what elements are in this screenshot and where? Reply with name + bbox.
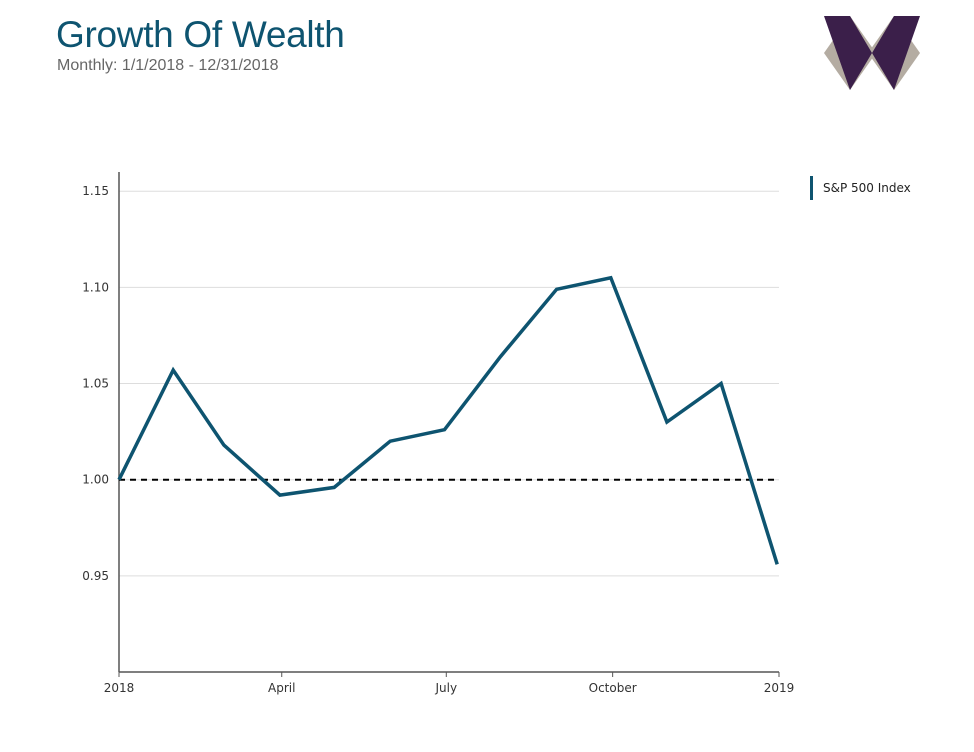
legend: S&P 500 Index bbox=[810, 176, 911, 200]
series-group bbox=[117, 275, 779, 565]
series-line-sp500 bbox=[117, 275, 779, 565]
w-diamond-logo-icon bbox=[824, 16, 920, 90]
axes bbox=[118, 172, 780, 677]
y-tick-labels: 0.95 1.00 1.05 1.10 1.15 bbox=[82, 184, 109, 583]
y-tick-label: 0.95 bbox=[82, 569, 109, 583]
legend-swatch bbox=[810, 176, 813, 200]
grid-lines bbox=[119, 190, 779, 577]
x-tick-label: April bbox=[268, 681, 295, 695]
y-tick-label: 1.15 bbox=[82, 184, 109, 198]
y-tick-label: 1.00 bbox=[82, 473, 109, 487]
legend-label: S&P 500 Index bbox=[823, 181, 911, 195]
x-tick-label: 2018 bbox=[104, 681, 135, 695]
x-tick-label: July bbox=[434, 681, 457, 695]
y-tick-label: 1.05 bbox=[82, 377, 109, 391]
x-tick-label: October bbox=[589, 681, 637, 695]
chart-subtitle: Monthly: 1/1/2018 - 12/31/2018 bbox=[57, 57, 279, 74]
x-tick-label: 2019 bbox=[764, 681, 795, 695]
chart-title: Growth Of Wealth bbox=[56, 14, 345, 55]
y-tick-label: 1.10 bbox=[82, 280, 109, 294]
x-tick-labels: 2018 April July October 2019 bbox=[104, 681, 795, 695]
